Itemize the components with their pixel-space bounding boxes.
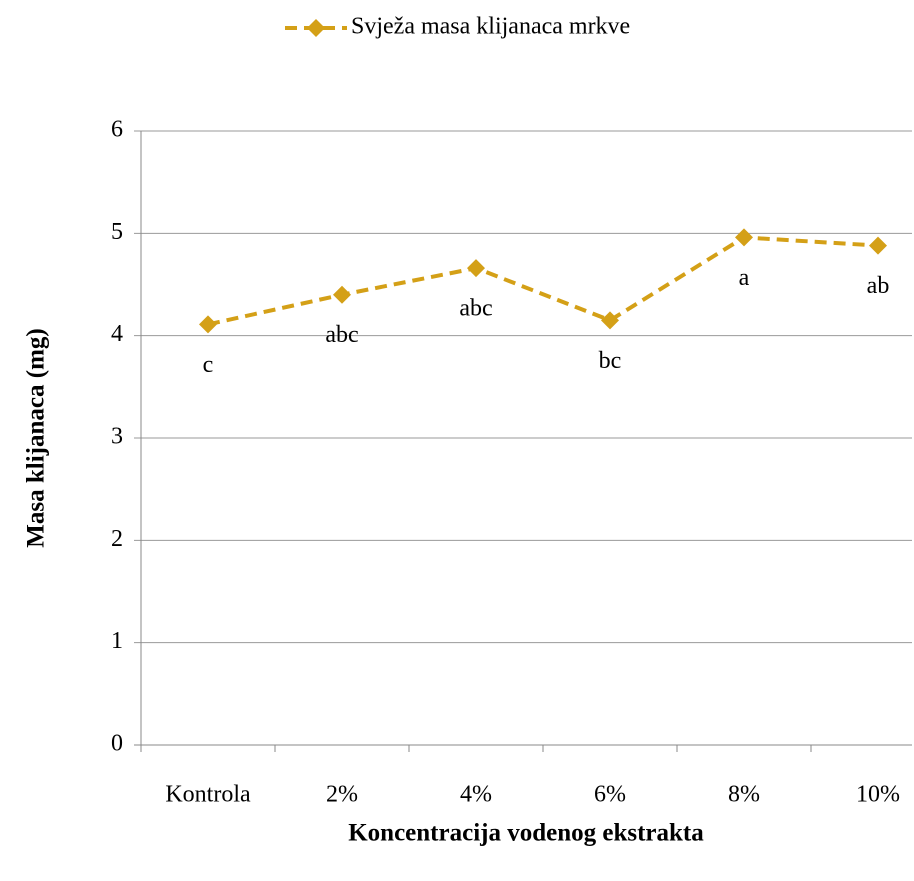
y-tick-label: 3 bbox=[111, 424, 123, 450]
y-tick-label: 1 bbox=[111, 628, 123, 654]
x-axis-label: Koncentracija vodenog ekstrakta bbox=[348, 820, 704, 847]
annotation: c bbox=[203, 352, 214, 378]
annotation: a bbox=[739, 265, 750, 291]
x-tick-label: 4% bbox=[460, 782, 492, 808]
y-tick-label: 5 bbox=[111, 219, 123, 245]
annotation: abc bbox=[325, 322, 358, 348]
data-point bbox=[199, 315, 217, 334]
x-tick-label: Kontrola bbox=[165, 782, 251, 808]
x-tick-label: 2% bbox=[326, 782, 358, 808]
data-point bbox=[601, 311, 619, 330]
y-tick-label: 6 bbox=[111, 117, 123, 143]
x-tick-label: 8% bbox=[728, 782, 760, 808]
data-point bbox=[735, 228, 753, 247]
series-line bbox=[207, 235, 879, 327]
annotation: bc bbox=[599, 348, 622, 374]
data-point bbox=[333, 285, 351, 304]
annotation: ab bbox=[867, 273, 890, 299]
x-tick-label: 6% bbox=[594, 782, 626, 808]
data-point bbox=[467, 259, 485, 278]
x-tick-label: 10% bbox=[856, 782, 900, 808]
legend-label: Svježa masa klijanaca mrkve bbox=[351, 14, 630, 40]
legend-marker bbox=[307, 19, 325, 37]
y-tick-label: 0 bbox=[111, 731, 123, 757]
y-tick-label: 2 bbox=[111, 526, 123, 552]
annotation: abc bbox=[459, 296, 492, 322]
data-point bbox=[869, 236, 887, 255]
y-tick-label: 4 bbox=[111, 321, 123, 347]
y-axis-label: Masa klijanaca (mg) bbox=[23, 328, 50, 547]
